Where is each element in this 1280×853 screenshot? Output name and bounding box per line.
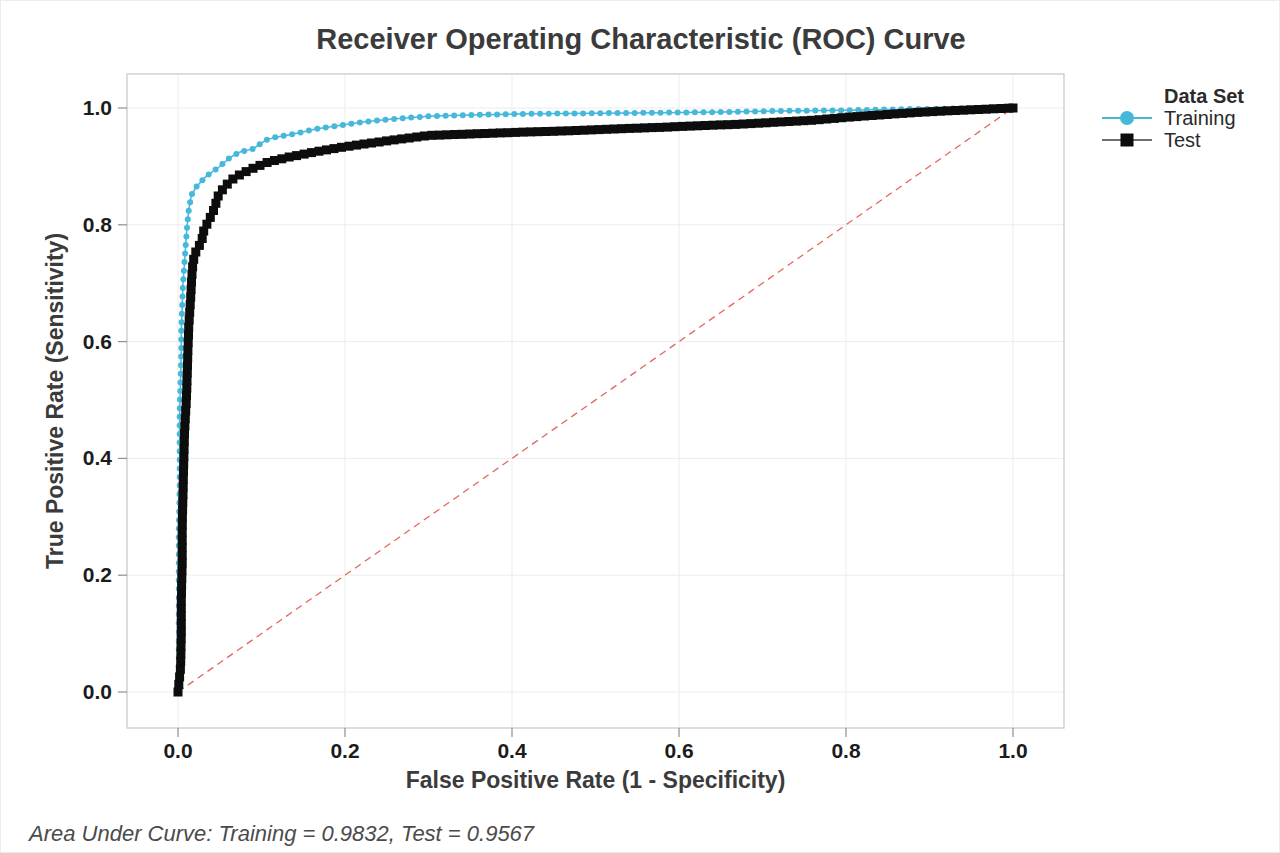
- x-tick-label: 0.0: [163, 739, 192, 762]
- y-tick-label: 0.4: [83, 446, 113, 469]
- test-marker-icon: [1096, 129, 1156, 151]
- x-tick-label: 0.4: [497, 739, 527, 762]
- x-tick-label: 1.0: [998, 739, 1027, 762]
- legend-item-label: Test: [1156, 129, 1201, 151]
- y-tick-label: 1.0: [83, 96, 112, 119]
- plot-area: 0.0 0.2 0.4 0.6 0.8 1.0 0.0 0.2 0.4 0.6 0.8 1.0: [1, 1, 1280, 853]
- legend-items: TrainingTest: [1096, 107, 1244, 151]
- y-tick-label: 0.0: [83, 680, 112, 703]
- x-tick-label: 0.2: [330, 739, 359, 762]
- auc-annotation: Area Under Curve: Training = 0.9832, Tes…: [29, 821, 534, 847]
- y-axis-label: True Positive Rate (Sensitivity): [42, 233, 69, 569]
- chance-diagonal-line: [178, 108, 1013, 692]
- legend-item-label: Training: [1156, 107, 1236, 129]
- legend-title: Data Set: [1096, 85, 1244, 107]
- y-tick-label: 0.2: [83, 563, 112, 586]
- x-tick-label: 0.6: [664, 739, 693, 762]
- y-tick-label: 0.6: [83, 330, 112, 353]
- legend-item-test[interactable]: Test: [1096, 129, 1244, 151]
- x-axis-label: False Positive Rate (1 - Specificity): [127, 767, 1064, 794]
- tick-labels: 0.0 0.2 0.4 0.6 0.8 1.0 0.0 0.2 0.4 0.6 0.8 1.0: [83, 96, 1028, 762]
- roc-chart-page: Receiver Operating Characteristic (ROC) …: [0, 0, 1280, 853]
- legend: Data Set TrainingTest: [1096, 85, 1244, 151]
- legend-item-training[interactable]: Training: [1096, 107, 1244, 129]
- x-tick-label: 0.8: [831, 739, 861, 762]
- training-marker-icon: [1096, 107, 1156, 129]
- y-tick-label: 0.8: [83, 213, 113, 236]
